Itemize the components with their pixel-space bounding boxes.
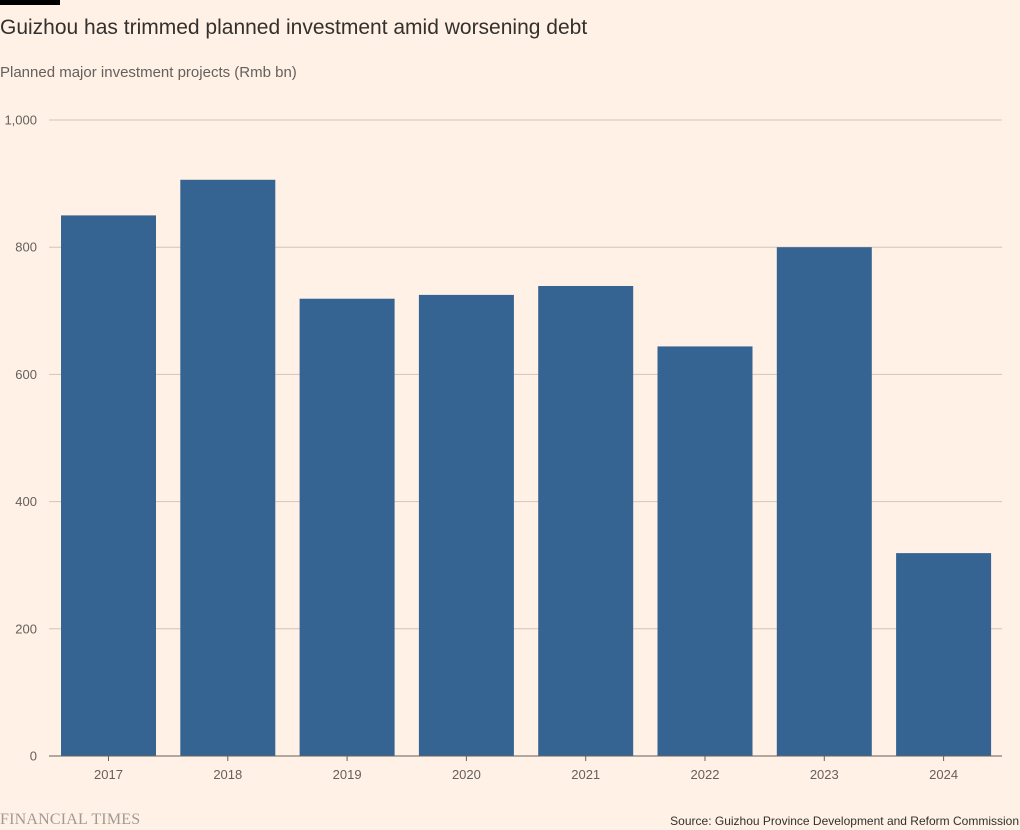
x-tick-label: 2023	[810, 767, 839, 782]
bar-2017	[61, 215, 156, 756]
x-tick-label: 2019	[333, 767, 362, 782]
y-tick-label: 600	[15, 367, 37, 382]
bar-2018	[180, 179, 276, 756]
y-tick-label: 0	[30, 749, 37, 764]
bar-2019	[299, 298, 395, 756]
brand-accent-bar	[0, 0, 60, 5]
x-tick-label: 2020	[452, 767, 481, 782]
y-tick-label: 200	[15, 621, 37, 636]
y-tick-label: 1,000	[4, 113, 37, 128]
bar-chart: 0 200 400 600 800 1,000 2017 2018 2019 2020 2021 20…	[4, 113, 1002, 782]
bar-2021	[538, 285, 634, 756]
bar-2020	[418, 294, 514, 756]
bar-2023	[776, 247, 872, 756]
x-tick-label: 2017	[94, 767, 123, 782]
bar-2024	[896, 553, 992, 756]
x-tick-label: 2018	[213, 767, 242, 782]
chart-title: Guizhou has trimmed planned investment a…	[0, 16, 588, 39]
ft-logo: FINANCIAL TIMES	[0, 811, 141, 828]
y-tick-label: 400	[15, 494, 37, 509]
x-tick-label: 2022	[691, 767, 720, 782]
chart-subtitle: Planned major investment projects (Rmb b…	[0, 64, 297, 81]
y-tick-label: 800	[15, 240, 37, 255]
source-note: Source: Guizhou Province Development and…	[670, 814, 1019, 828]
bar-2022	[657, 346, 753, 756]
x-tick-label: 2021	[571, 767, 600, 782]
x-tick-label: 2024	[929, 767, 958, 782]
